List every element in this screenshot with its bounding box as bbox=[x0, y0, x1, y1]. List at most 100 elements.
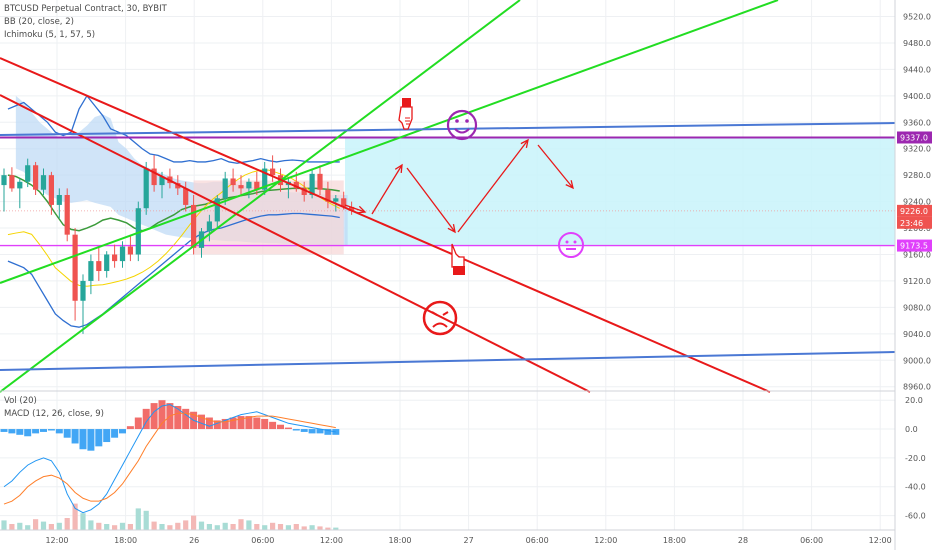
frown-red-icon bbox=[422, 300, 458, 336]
price-badge bbox=[897, 216, 932, 229]
macd-histogram-bar bbox=[47, 429, 55, 431]
volume-bar bbox=[33, 519, 39, 530]
candle-body bbox=[222, 178, 228, 199]
arrow-segment-head bbox=[520, 138, 529, 148]
time-tick-label: 26 bbox=[189, 536, 199, 545]
candle-body bbox=[230, 178, 236, 186]
price-tick-label: 9120.0 bbox=[903, 277, 931, 286]
red-lower-trendline bbox=[0, 94, 591, 393]
candle-body bbox=[104, 254, 110, 272]
blue-lower-trendline bbox=[0, 351, 896, 371]
volume-bar bbox=[301, 526, 307, 530]
macd-histogram-bar bbox=[32, 429, 40, 434]
macd-histogram-bar bbox=[8, 429, 16, 434]
volume-bar bbox=[1, 520, 7, 530]
price-badge-label: 9226.0 bbox=[900, 207, 928, 216]
price-tick-label: 9240.0 bbox=[903, 198, 931, 207]
volume-bar bbox=[262, 525, 268, 530]
candle-body bbox=[64, 195, 70, 235]
volume-bar bbox=[167, 525, 173, 530]
price-badge bbox=[897, 239, 932, 252]
arrow-segment-head bbox=[447, 224, 456, 234]
price-badge-label: 9337.0 bbox=[900, 133, 928, 142]
candle-body bbox=[127, 246, 133, 255]
volume-bar bbox=[309, 525, 315, 530]
macd-histogram-bar bbox=[229, 417, 237, 430]
volume-bar bbox=[206, 524, 212, 530]
candle-body bbox=[33, 165, 39, 190]
macd-histogram-bar bbox=[292, 429, 300, 431]
volume-bar bbox=[143, 510, 149, 530]
volume-bar bbox=[72, 503, 78, 530]
price-badge bbox=[897, 204, 932, 217]
candle-body bbox=[254, 181, 260, 190]
macd-histogram-bar bbox=[316, 429, 324, 434]
price-tick-label: 9400.0 bbox=[903, 92, 931, 101]
candle-body bbox=[96, 261, 102, 272]
volume-bar bbox=[25, 525, 31, 530]
arrow-segment bbox=[344, 204, 366, 213]
volume-bar bbox=[135, 508, 141, 530]
bb-lower-line bbox=[7, 212, 340, 328]
macd-histogram-bar bbox=[79, 429, 87, 450]
macd-histogram-bar bbox=[55, 429, 63, 434]
vol-legend[interactable]: Vol (20) bbox=[4, 396, 37, 406]
candle-body bbox=[143, 168, 149, 209]
candle-body bbox=[9, 175, 15, 189]
time-tick-label: 12:00 bbox=[869, 536, 892, 545]
price-tick-label: 9000.0 bbox=[903, 356, 931, 365]
price-tick-label: 9160.0 bbox=[903, 250, 931, 259]
macd-histogram-bar bbox=[300, 429, 308, 432]
bb-legend[interactable]: BB (20, close, 2) bbox=[4, 17, 74, 27]
arrow-segment bbox=[371, 164, 403, 215]
time-tick-label: 28 bbox=[738, 536, 748, 545]
price-tick-label: 8960.0 bbox=[903, 383, 931, 392]
macd-histogram-bar bbox=[253, 417, 261, 430]
price-tick-label: 9320.0 bbox=[903, 145, 931, 154]
macd-histogram-bar bbox=[0, 429, 8, 432]
drawing-annotations bbox=[344, 98, 584, 336]
macd-histogram-bar bbox=[24, 429, 32, 437]
candle-body bbox=[151, 168, 157, 186]
price-tick-label: 9280.0 bbox=[903, 171, 931, 180]
candle-body bbox=[349, 206, 355, 211]
volume-bar bbox=[230, 524, 236, 530]
target-zone bbox=[345, 137, 895, 246]
volume-bar bbox=[270, 522, 276, 530]
volume-bar bbox=[96, 522, 102, 530]
candle-body bbox=[333, 198, 339, 202]
candle-body bbox=[238, 185, 244, 189]
candle-body bbox=[246, 181, 252, 189]
volume-bar bbox=[214, 525, 220, 530]
macd-legend[interactable]: MACD (12, 26, close, 9) bbox=[4, 409, 104, 419]
time-tick-label: 12:00 bbox=[594, 536, 617, 545]
candle-body bbox=[25, 165, 31, 182]
volume-bar bbox=[119, 522, 126, 530]
candle-body bbox=[270, 168, 276, 176]
candle-body bbox=[56, 195, 62, 205]
candle-body bbox=[191, 204, 197, 248]
volume-bar bbox=[80, 513, 86, 530]
macd-histogram-bar bbox=[308, 429, 316, 434]
macd-histogram-bar bbox=[221, 418, 229, 430]
candle-body bbox=[112, 254, 118, 262]
volume-bar bbox=[285, 525, 291, 530]
volume-bar bbox=[112, 525, 118, 530]
green-channel-upper2-line bbox=[0, 0, 779, 284]
candle-body bbox=[183, 188, 189, 205]
candlesticks bbox=[1, 155, 355, 334]
price-tick-label: 9040.0 bbox=[903, 330, 931, 339]
macd-histogram-bar bbox=[213, 420, 221, 430]
volume-bar bbox=[222, 522, 228, 530]
volume-bar bbox=[127, 524, 133, 530]
ichimoku-legend[interactable]: Ichimoku (5, 1, 57, 5) bbox=[4, 30, 96, 40]
candle-body bbox=[214, 198, 220, 222]
volume-bar bbox=[104, 524, 110, 530]
macd-tick-label: -40.0 bbox=[905, 483, 926, 492]
green-channel-upper-line bbox=[0, 0, 521, 393]
symbol-legend[interactable]: BTCUSD Perpetual Contract, 30, BYBIT bbox=[4, 4, 167, 14]
arrow-segment bbox=[537, 144, 574, 189]
volume-bar bbox=[151, 521, 157, 530]
